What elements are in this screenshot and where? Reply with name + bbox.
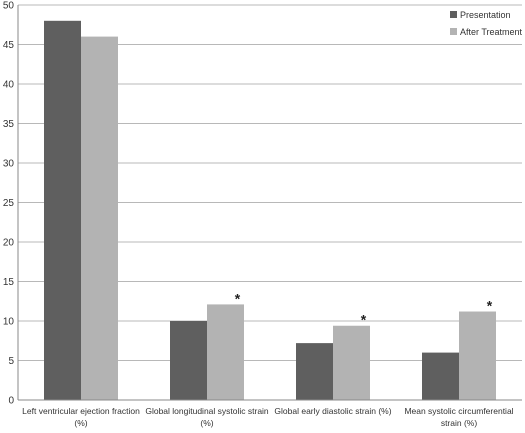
bar-after-treatment <box>207 304 244 400</box>
category-label: (%) <box>200 418 213 428</box>
bar-presentation <box>44 20 81 401</box>
category-label: strain (%) <box>441 418 478 428</box>
category-label: Mean systolic circumferential <box>404 406 513 416</box>
y-tick-label: 40 <box>3 80 15 91</box>
bar-presentation <box>422 352 459 400</box>
y-axis-tick-labels: 0 5 10 15 20 25 30 35 40 45 50 <box>3 1 15 407</box>
bar-after-treatment <box>459 311 496 400</box>
y-tick-label: 50 <box>3 1 15 12</box>
significance-marker: * <box>487 298 493 314</box>
significance-marker: * <box>361 312 367 328</box>
x-axis-category-labels: Left ventricular ejection fraction (%) Glo… <box>22 406 513 428</box>
legend-swatch <box>450 28 457 35</box>
bar-after-treatment <box>333 325 370 400</box>
significance-marker: * <box>235 290 241 306</box>
y-tick-label: 45 <box>3 40 15 51</box>
category-label: (%) <box>74 418 87 428</box>
legend-swatch <box>450 11 457 18</box>
significance-markers: * * * <box>235 290 493 327</box>
legend-label: After Treatment <box>460 27 523 37</box>
bars <box>44 20 496 401</box>
y-tick-label: 25 <box>3 198 15 209</box>
bar-presentation <box>170 321 207 400</box>
y-tick-label: 15 <box>3 277 15 288</box>
bar-presentation <box>296 343 333 400</box>
category-label: Left ventricular ejection fraction <box>22 406 140 416</box>
legend: Presentation After Treatment <box>450 10 523 37</box>
y-tick-label: 20 <box>3 238 15 249</box>
y-tick-label: 30 <box>3 159 15 170</box>
legend-label: Presentation <box>460 10 511 20</box>
y-tick-label: 0 <box>8 396 14 407</box>
y-tick-label: 35 <box>3 119 15 130</box>
category-label: Global early diastolic strain (%) <box>274 406 391 416</box>
y-tick-label: 5 <box>8 356 14 367</box>
bar-after-treatment <box>81 36 118 400</box>
category-label: Global longitudinal systolic strain <box>145 406 269 416</box>
y-tick-label: 10 <box>3 317 15 328</box>
